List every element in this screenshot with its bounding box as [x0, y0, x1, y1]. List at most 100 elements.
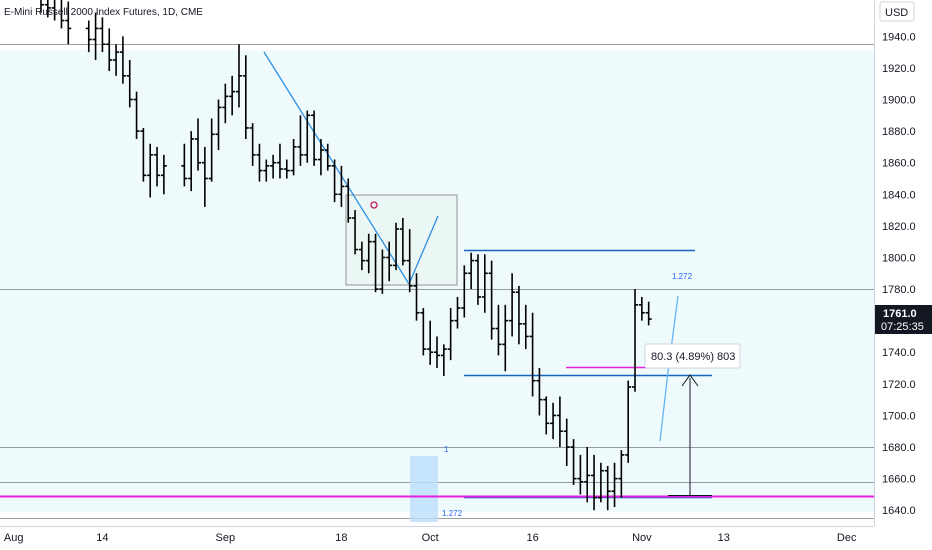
ohlc-bar[interactable] — [113, 44, 120, 76]
ohlc-bar[interactable] — [324, 143, 331, 171]
ohlc-bar[interactable] — [468, 252, 475, 290]
ohlc-bar[interactable] — [140, 127, 147, 182]
trend-line-up[interactable] — [408, 215, 439, 285]
ohlc-bar[interactable] — [577, 454, 584, 495]
ohlc-bar[interactable] — [632, 289, 639, 392]
ohlc-bar[interactable] — [461, 265, 468, 318]
ohlc-bar[interactable] — [372, 233, 379, 293]
ohlc-bar[interactable] — [51, 0, 58, 21]
ohlc-bar[interactable] — [160, 154, 167, 195]
currency-button[interactable] — [879, 1, 915, 22]
ohlc-bar[interactable] — [181, 143, 188, 187]
ohlc-bar[interactable] — [290, 139, 297, 176]
ohlc-bar[interactable] — [263, 159, 270, 182]
ohlc-bar[interactable] — [331, 159, 338, 203]
ohlc-bar[interactable] — [208, 118, 215, 182]
ohlc-bar[interactable] — [297, 115, 304, 166]
ohlc-bar[interactable] — [625, 380, 632, 463]
ohlc-bar[interactable] — [215, 99, 222, 151]
x-tick-label: Aug — [4, 532, 24, 544]
ohlc-bar[interactable] — [249, 123, 256, 166]
ohlc-bar[interactable] — [119, 36, 126, 84]
ohlc-bar[interactable] — [188, 131, 195, 192]
ohlc-bar[interactable] — [543, 396, 550, 435]
ohlc-bar[interactable] — [611, 462, 618, 508]
ohlc-bar[interactable] — [529, 312, 536, 397]
ohlc-bar[interactable] — [570, 439, 577, 485]
ohlc-bar[interactable] — [270, 154, 277, 179]
ohlc-bar[interactable] — [147, 143, 154, 198]
ohlc-bar[interactable] — [126, 60, 133, 108]
ohlc-bar[interactable] — [201, 146, 208, 207]
consolidation-box[interactable] — [345, 194, 458, 286]
ohlc-bar[interactable] — [345, 178, 352, 223]
ohlc-bar[interactable] — [454, 296, 461, 329]
ohlc-bar[interactable] — [133, 91, 140, 140]
symbol-title[interactable]: E-Mini Russell 2000 Index Futures, 1D, C… — [4, 7, 203, 18]
ohlc-bar[interactable] — [379, 249, 386, 294]
ohlc-bar[interactable] — [597, 462, 604, 503]
ohlc-bar[interactable] — [338, 165, 345, 207]
ohlc-bar[interactable] — [38, 0, 44, 13]
ohlc-bar[interactable] — [304, 110, 311, 163]
ohlc-bar[interactable] — [365, 233, 372, 274]
ohlc-bar[interactable] — [406, 229, 413, 293]
ohlc-bar[interactable] — [413, 273, 420, 321]
ohlc-bar[interactable] — [502, 304, 509, 372]
ohlc-bar[interactable] — [65, 1, 72, 45]
fib-zone[interactable] — [410, 456, 438, 522]
measure-label-box[interactable] — [644, 343, 741, 369]
ohlc-bar[interactable] — [106, 28, 113, 72]
ohlc-bar[interactable] — [317, 139, 324, 176]
price-axis[interactable] — [874, 0, 932, 550]
ohlc-bar[interactable] — [481, 254, 488, 313]
ohlc-bar[interactable] — [393, 222, 400, 271]
ohlc-bar[interactable] — [563, 418, 570, 466]
ohlc-bar[interactable] — [222, 83, 229, 124]
ohlc-bar[interactable] — [556, 396, 563, 448]
ohlc-bar[interactable] — [440, 344, 447, 376]
pivot-marker[interactable] — [370, 201, 378, 209]
ohlc-bar[interactable] — [352, 210, 359, 255]
ohlc-bar[interactable] — [434, 336, 440, 369]
ohlc-bar[interactable] — [235, 44, 242, 108]
ohlc-bar[interactable] — [58, 0, 65, 29]
ohlc-bar[interactable] — [358, 241, 365, 271]
ohlc-bar[interactable] — [515, 285, 522, 345]
ohlc-bar[interactable] — [85, 20, 92, 53]
ohlc-bar[interactable] — [99, 17, 106, 53]
ohlc-bar[interactable] — [386, 241, 393, 282]
ohlc-bar[interactable] — [399, 217, 406, 266]
ohlc-bar[interactable] — [256, 143, 263, 182]
ohlc-bar[interactable] — [550, 402, 557, 440]
ohlc-bar[interactable] — [92, 12, 99, 61]
ohlc-bar[interactable] — [536, 368, 543, 416]
price-tag[interactable] — [875, 305, 932, 334]
ohlc-bar[interactable] — [488, 260, 495, 340]
ohlc-bar[interactable] — [638, 296, 645, 321]
ohlc-bar[interactable] — [604, 465, 611, 511]
ohlc-bar[interactable] — [242, 55, 249, 140]
ohlc-bar[interactable] — [44, 0, 51, 18]
ohlc-bar[interactable] — [154, 146, 161, 187]
ohlc-bar[interactable] — [420, 308, 427, 356]
ohlc-bar[interactable] — [447, 308, 454, 361]
ohlc-bar[interactable] — [311, 110, 318, 166]
ohlc-bar[interactable] — [195, 118, 202, 171]
ohlc-bar[interactable] — [591, 454, 598, 511]
ohlc-bar[interactable] — [522, 304, 529, 350]
ohlc-bar[interactable] — [229, 75, 236, 116]
trend-line-down[interactable] — [263, 51, 410, 285]
ohlc-bar[interactable] — [584, 447, 591, 503]
ohlc-bar[interactable] — [283, 159, 290, 179]
time-axis[interactable] — [0, 526, 874, 550]
ohlc-bar[interactable] — [495, 304, 502, 356]
ohlc-bar[interactable] — [509, 273, 516, 337]
ohlc-bar[interactable] — [618, 450, 625, 498]
ohlc-bar[interactable] — [427, 320, 434, 365]
ohlc-bar[interactable] — [276, 143, 283, 179]
ohlc-bar[interactable] — [645, 301, 652, 326]
projection-line[interactable] — [659, 295, 679, 442]
ohlc-bar[interactable] — [474, 254, 481, 305]
